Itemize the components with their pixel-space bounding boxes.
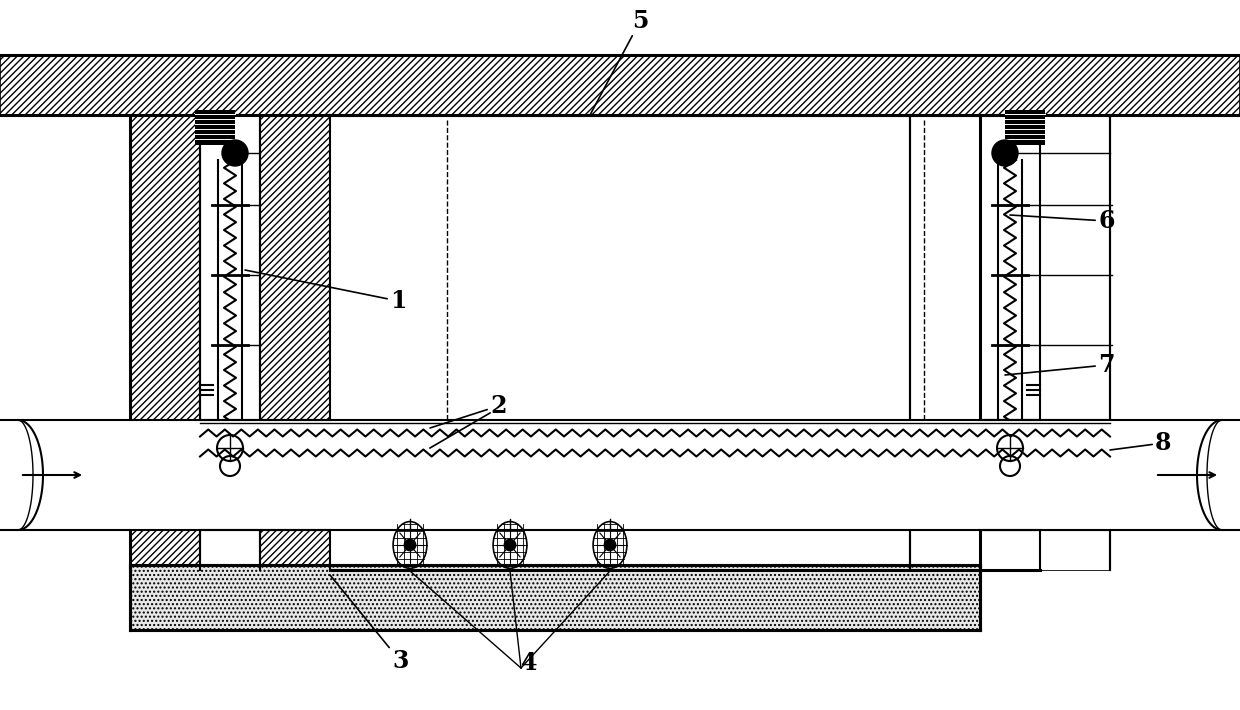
Bar	[0, 0, 1240, 55]
Bar	[0, 420, 130, 530]
Bar	[200, 115, 260, 570]
Text: 6: 6	[1011, 209, 1115, 233]
Text: 1: 1	[246, 270, 407, 313]
Bar	[130, 420, 330, 530]
Bar	[910, 115, 980, 570]
Circle shape	[505, 540, 516, 551]
Circle shape	[404, 540, 415, 551]
Text: 7: 7	[1004, 353, 1115, 377]
Bar	[1004, 110, 1045, 145]
Circle shape	[222, 140, 248, 166]
Bar	[130, 565, 980, 630]
Bar	[910, 115, 1110, 570]
Text: 2: 2	[430, 394, 506, 428]
Bar	[260, 115, 330, 570]
Bar	[195, 110, 236, 145]
Bar	[330, 115, 1040, 570]
Bar	[980, 420, 1040, 530]
Bar	[1040, 115, 1110, 570]
Bar	[980, 115, 1240, 570]
Circle shape	[992, 140, 1018, 166]
Text: 5: 5	[590, 9, 649, 115]
Bar	[0, 115, 130, 570]
Bar	[980, 420, 1240, 530]
Bar	[200, 420, 1110, 530]
Bar	[0, 55, 1240, 115]
Text: 8: 8	[1110, 431, 1172, 455]
Circle shape	[604, 540, 616, 551]
Text: 4: 4	[521, 651, 537, 675]
Bar	[130, 115, 200, 570]
Text: 3: 3	[330, 575, 408, 673]
